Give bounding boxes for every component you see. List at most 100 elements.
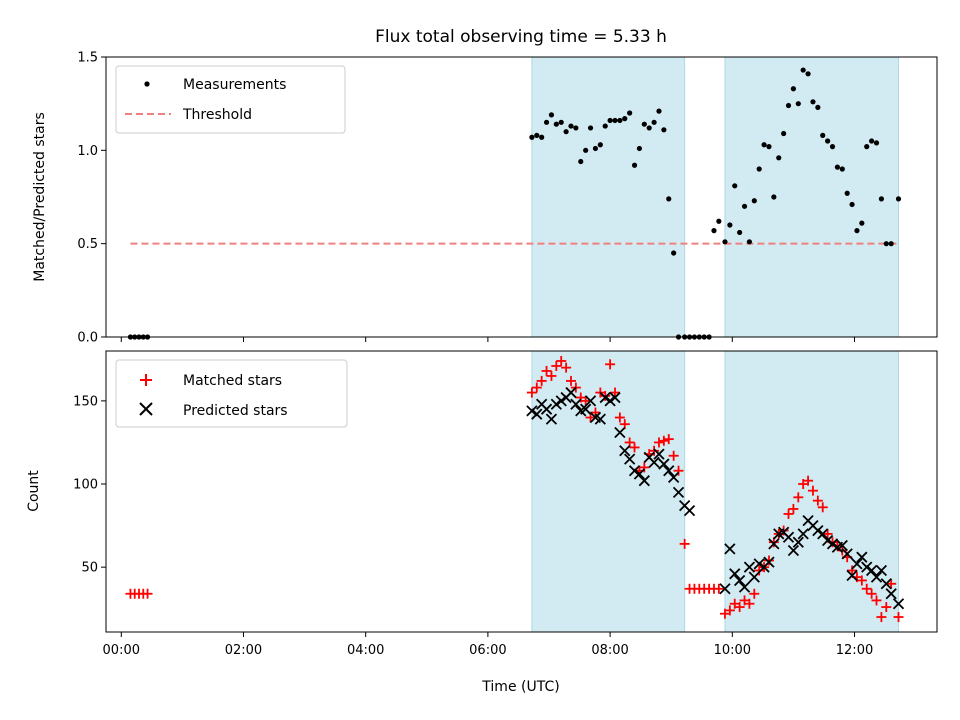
measurement-point <box>558 119 564 125</box>
predicted-star-point <box>638 475 650 487</box>
predicted-star-point <box>870 571 883 583</box>
measurement-point <box>722 239 728 245</box>
measurement-point <box>651 119 657 125</box>
measurement-point <box>859 220 865 226</box>
predicted-star-point <box>880 578 892 590</box>
predicted-star-point <box>856 551 868 563</box>
bottom-shaded-regions <box>531 350 900 633</box>
legend-matched-marker <box>140 374 152 386</box>
shaded-region-1 <box>531 56 686 338</box>
measurement-point <box>641 121 647 127</box>
matched-star-point <box>837 545 848 556</box>
measurement-point <box>578 158 584 165</box>
predicted-star-point <box>821 534 834 547</box>
matched-star-point <box>590 407 601 418</box>
predicted-star-point <box>594 413 606 425</box>
top-legend-box <box>115 65 346 134</box>
predicted-star-point <box>633 468 646 480</box>
matched-star-point <box>536 375 547 386</box>
matched-star-point <box>142 588 153 599</box>
matched-star-point <box>822 528 833 539</box>
measurement-point <box>834 164 841 170</box>
measurement-point <box>661 127 667 133</box>
matched-star-point <box>807 485 818 496</box>
matched-star-point <box>744 598 755 609</box>
predicted-star-point <box>526 405 538 417</box>
measurement-point <box>732 183 738 189</box>
measurement-point <box>751 198 757 204</box>
matched-star-point <box>763 555 774 566</box>
matched-star-point <box>629 442 640 453</box>
predicted-star-point <box>604 395 616 407</box>
matched-star-point <box>881 602 892 613</box>
measurement-point <box>844 190 850 196</box>
measurement-point <box>878 196 884 202</box>
predicted-star-point <box>619 445 631 457</box>
predicted-star-point <box>875 564 888 577</box>
y-tick-label: 50 <box>81 561 98 576</box>
matched-star-point <box>679 538 690 549</box>
x-axis-label: Time (UTC) <box>481 679 559 695</box>
predicted-star-point <box>668 471 680 484</box>
bottom-axes-frame <box>105 350 938 633</box>
measurement-point <box>839 166 845 172</box>
measurement-point <box>563 129 569 135</box>
measurement-point <box>737 229 743 236</box>
measurement-point <box>548 112 555 118</box>
predicted-star-point <box>885 588 897 600</box>
predicted-star-point <box>817 528 829 540</box>
matched-star-point <box>856 575 867 586</box>
predicted-star-point <box>599 391 611 404</box>
measurement-point <box>805 71 811 77</box>
predicted-star-point <box>628 465 641 477</box>
predicted-star-point <box>846 569 858 582</box>
measurement-point <box>636 145 643 152</box>
measurement-point <box>761 142 767 148</box>
matched-star-point <box>658 435 669 446</box>
matched-star-point <box>886 578 897 589</box>
measurement-point <box>573 125 579 131</box>
measurement-point <box>895 196 902 202</box>
top-y-ticks: 0.0 0.5 1.0 1.5 <box>77 51 106 346</box>
measurement-point <box>627 110 633 116</box>
bottom-y-axis-label: Count <box>26 470 42 512</box>
matched-star-point <box>749 588 760 599</box>
measurement-point <box>671 250 677 256</box>
measurement-point <box>795 101 801 107</box>
predicted-star-point <box>782 531 795 543</box>
measurement-point <box>711 228 717 234</box>
matched-star-point <box>526 387 537 398</box>
matched-star-point <box>531 382 542 393</box>
measurement-point <box>543 119 550 125</box>
bottom-legend: Matched stars Predicted stars <box>115 359 348 428</box>
measurement-point <box>756 166 762 172</box>
predicted-star-point <box>826 538 839 550</box>
x-tick-label: 00:00 <box>103 643 140 658</box>
predicted-star-point <box>724 543 736 555</box>
predicted-star-point <box>614 426 626 439</box>
measurement-point <box>785 102 792 109</box>
measurement-point <box>888 241 894 247</box>
x-tick-label: 04:00 <box>347 643 384 658</box>
predicted-star-point <box>648 456 660 469</box>
matched-star-point <box>803 475 814 486</box>
predicted-star-point <box>763 556 775 568</box>
matched-star-point <box>734 602 745 613</box>
top-legend: Measurements Threshold <box>115 65 346 134</box>
predicted-star-point <box>738 581 751 593</box>
legend-measurements-marker <box>144 81 150 87</box>
top-y-axis-label: Matched/Predicted stars <box>32 112 48 282</box>
measurement-point <box>716 218 722 224</box>
matched-star-point <box>580 395 591 406</box>
predicted-star-point <box>734 574 746 587</box>
predicted-star-point <box>861 561 873 573</box>
measurement-point <box>631 162 638 168</box>
top-x-ticks <box>120 337 856 342</box>
measurement-point <box>622 116 628 122</box>
matched-star-point <box>614 412 625 423</box>
predicted-star-point <box>555 395 567 407</box>
measurement-point <box>815 104 821 110</box>
measurement-point <box>771 194 777 200</box>
predicted-star-point <box>748 571 760 583</box>
